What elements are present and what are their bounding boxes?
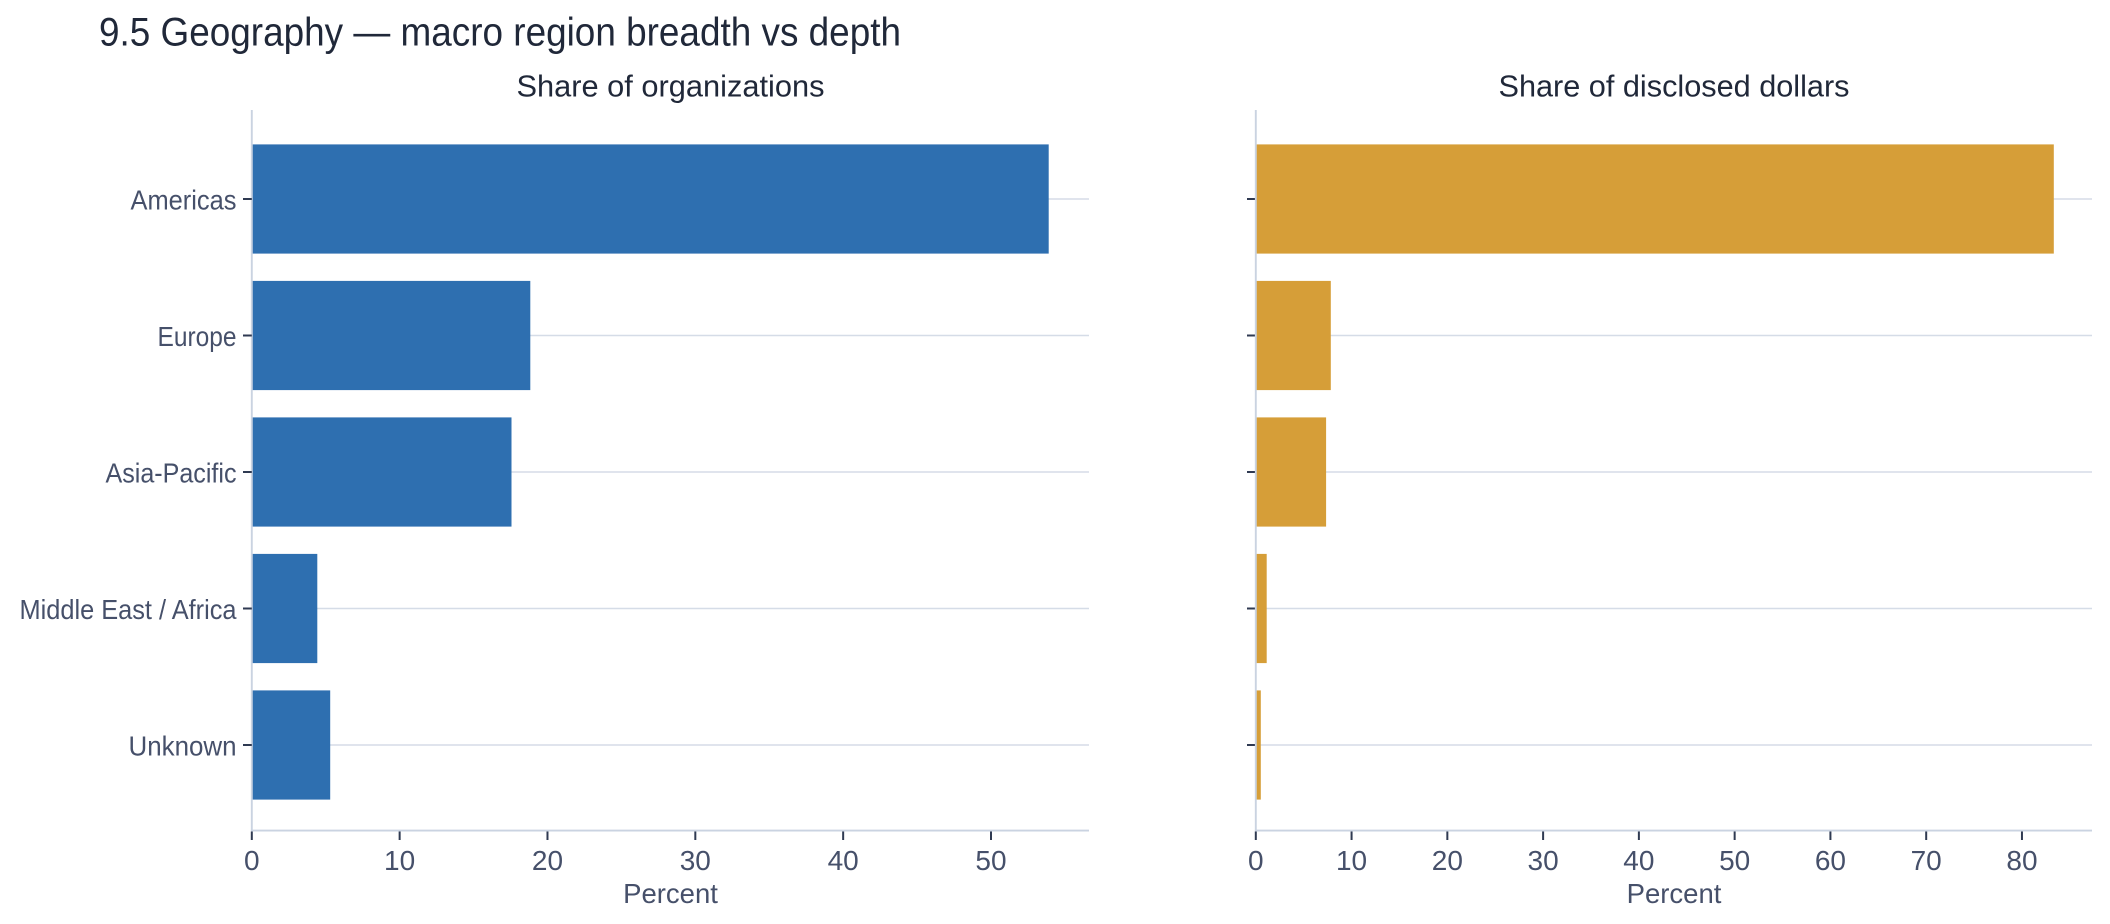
svg-text:20: 20: [532, 845, 563, 876]
svg-text:60: 60: [1815, 845, 1846, 876]
svg-text:50: 50: [975, 845, 1006, 876]
svg-text:10: 10: [384, 845, 415, 876]
svg-text:50: 50: [1719, 845, 1750, 876]
svg-text:0: 0: [1248, 845, 1264, 876]
svg-text:10: 10: [1336, 845, 1367, 876]
svg-text:Americas: Americas: [131, 185, 237, 216]
svg-text:40: 40: [828, 845, 859, 876]
svg-text:30: 30: [680, 845, 711, 876]
svg-text:Percent: Percent: [1627, 878, 1722, 909]
svg-text:80: 80: [2006, 845, 2037, 876]
svg-text:Europe: Europe: [158, 321, 237, 352]
svg-text:Share of disclosed dollars: Share of disclosed dollars: [1499, 68, 1850, 103]
svg-text:Percent: Percent: [623, 878, 718, 909]
svg-text:Middle East / Africa: Middle East / Africa: [20, 594, 238, 625]
svg-text:40: 40: [1623, 845, 1654, 876]
svg-text:70: 70: [1911, 845, 1942, 876]
svg-text:Unknown: Unknown: [129, 731, 237, 762]
svg-text:Asia-Pacific: Asia-Pacific: [106, 458, 237, 489]
svg-text:0: 0: [244, 845, 260, 876]
svg-text:9.5 Geography — macro region b: 9.5 Geography — macro region breadth vs …: [99, 10, 901, 54]
svg-text:Share of organizations: Share of organizations: [517, 68, 825, 103]
svg-text:30: 30: [1528, 845, 1559, 876]
svg-text:20: 20: [1432, 845, 1463, 876]
